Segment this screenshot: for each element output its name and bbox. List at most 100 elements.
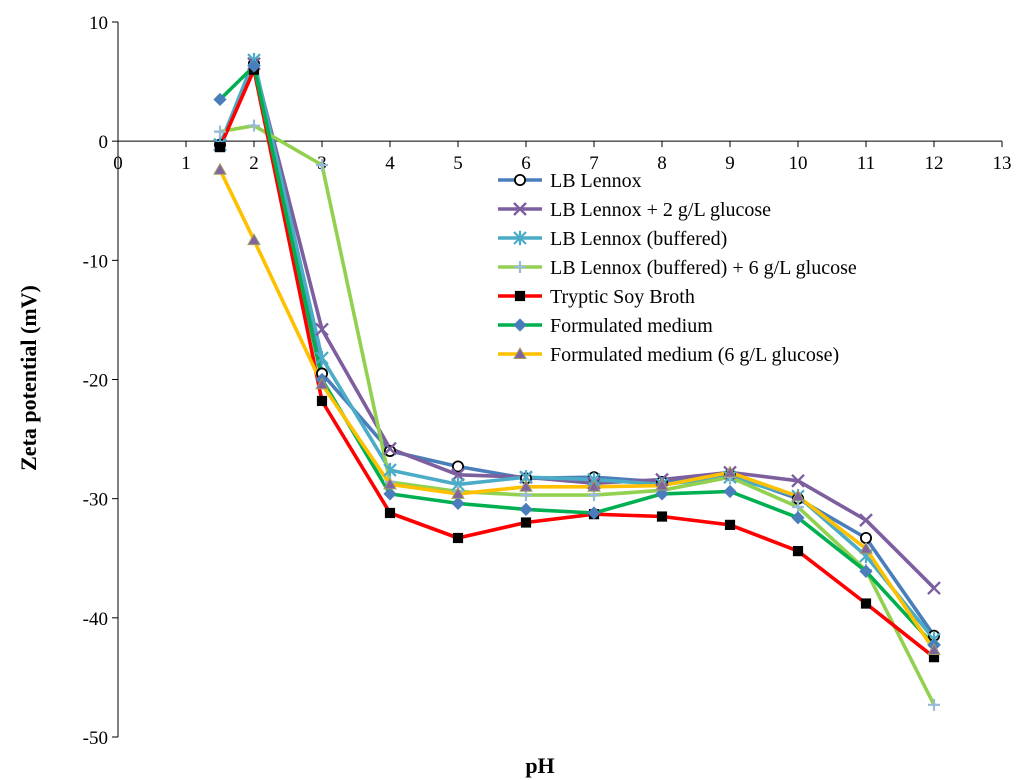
y-tick-label: -40: [83, 609, 108, 630]
data-point: [860, 531, 873, 544]
data-point: [859, 541, 873, 554]
series-line-6: [218, 64, 936, 647]
y-tick-label: 0: [99, 132, 109, 153]
data-point: [587, 506, 601, 520]
data-point: [451, 486, 465, 499]
data-point: [452, 532, 464, 544]
data-point: [248, 119, 260, 132]
axes: [112, 21, 1003, 738]
data-point: [791, 473, 805, 488]
data-point: [656, 511, 668, 522]
data-point: [213, 92, 227, 107]
data-point: [723, 465, 737, 478]
data-point: [860, 598, 872, 609]
data-point: [214, 125, 226, 138]
legend-label: LB Lennox + 2 g/L glucose: [550, 199, 771, 221]
data-point: [451, 496, 465, 511]
x-tick-label: 5: [453, 153, 463, 174]
x-tick-label: 1: [181, 153, 191, 174]
data-point: [315, 350, 329, 366]
tick-labels: 100-10-20-30-40-500 1 2 3 4 5 6 7 8 9 10 11 12 13: [83, 13, 1012, 749]
series-markers-7: [213, 162, 941, 656]
legend-label: Tryptic Soy Broth: [550, 286, 695, 308]
data-point: [791, 489, 805, 502]
y-tick-label: -50: [83, 728, 108, 749]
data-point: [315, 322, 329, 337]
x-tick-label: 2: [249, 153, 259, 174]
x-axis-title: pH: [525, 753, 554, 778]
data-point: [213, 162, 227, 175]
x-tick-label: 11: [857, 153, 875, 174]
data-point: [519, 502, 533, 516]
legend-item-1: LB Lennox: [498, 170, 642, 192]
legend-item-3: LB Lennox (buffered): [498, 228, 727, 250]
x-tick-label: 0: [113, 153, 123, 174]
legend-marker: [514, 290, 526, 302]
x-tick-label: 9: [725, 153, 735, 174]
legend-label: Formulated medium: [550, 315, 713, 337]
legend-marker: [514, 261, 526, 273]
data-point: [383, 487, 397, 501]
data-point: [315, 377, 329, 390]
data-point: [859, 564, 873, 578]
data-point: [519, 479, 533, 492]
legend-item-4: LB Lennox (buffered) + 6 g/L glucose: [498, 257, 857, 279]
legend-marker: [513, 230, 527, 246]
y-axis-title: Zeta potential (mV): [16, 285, 41, 471]
data-point: [520, 517, 532, 528]
legend-label: LB Lennox (buffered): [550, 228, 727, 250]
data-point: [655, 487, 669, 501]
series-line-5: [218, 67, 936, 659]
data-point: [723, 484, 737, 499]
series-lines: [218, 58, 936, 706]
data-point: [383, 477, 397, 490]
data-point: [214, 142, 226, 153]
series-line-7: [218, 169, 936, 652]
x-tick-label: 10: [789, 153, 808, 174]
data-point: [383, 441, 397, 456]
data-point: [247, 59, 261, 73]
legend-item-7: Formulated medium (6 g/L glucose): [498, 344, 839, 366]
legend-item-6: Formulated medium: [498, 315, 713, 337]
data-point: [655, 478, 669, 491]
data-point: [724, 519, 736, 530]
data-point: [587, 479, 601, 492]
legend: LB Lennox LB Lennox + 2 g/L glucose LB Len…: [498, 170, 857, 366]
data-point: [384, 507, 396, 519]
data-point: [927, 581, 941, 595]
data-point: [792, 501, 804, 514]
series-markers-6: [213, 59, 941, 652]
x-tick-label: 8: [657, 153, 667, 174]
data-point: [247, 233, 261, 246]
y-tick-label: -20: [83, 371, 108, 392]
data-point: [451, 460, 464, 473]
data-point: [383, 444, 396, 457]
data-point: [383, 462, 397, 478]
y-tick-label: -30: [83, 490, 108, 511]
legend-item-2: LB Lennox + 2 g/L glucose: [498, 199, 771, 221]
legend-marker: [513, 202, 527, 216]
y-tick-label: 10: [89, 13, 108, 34]
x-tick-label: 7: [589, 153, 599, 174]
data-point: [928, 698, 940, 711]
legend-marker: [514, 173, 527, 186]
data-point: [316, 395, 328, 407]
data-point: [792, 546, 804, 557]
data-point: [791, 511, 805, 525]
legend-label: Formulated medium (6 g/L glucose): [550, 344, 839, 366]
x-tick-label: 12: [925, 153, 944, 174]
legend-marker: [513, 346, 527, 359]
legend-label: LB Lennox: [550, 170, 642, 192]
y-tick-label: -10: [83, 251, 108, 272]
x-tick-label: 4: [385, 153, 395, 174]
x-tick-label: 6: [521, 153, 531, 174]
legend-marker: [513, 318, 527, 332]
data-point: [859, 513, 873, 527]
data-point: [316, 159, 328, 171]
x-tick-label: 13: [993, 153, 1012, 174]
legend-item-5: Tryptic Soy Broth: [498, 286, 695, 308]
series-markers: [213, 52, 941, 711]
series-line-4: [219, 123, 936, 706]
legend-label: LB Lennox (buffered) + 6 g/L glucose: [550, 257, 857, 279]
